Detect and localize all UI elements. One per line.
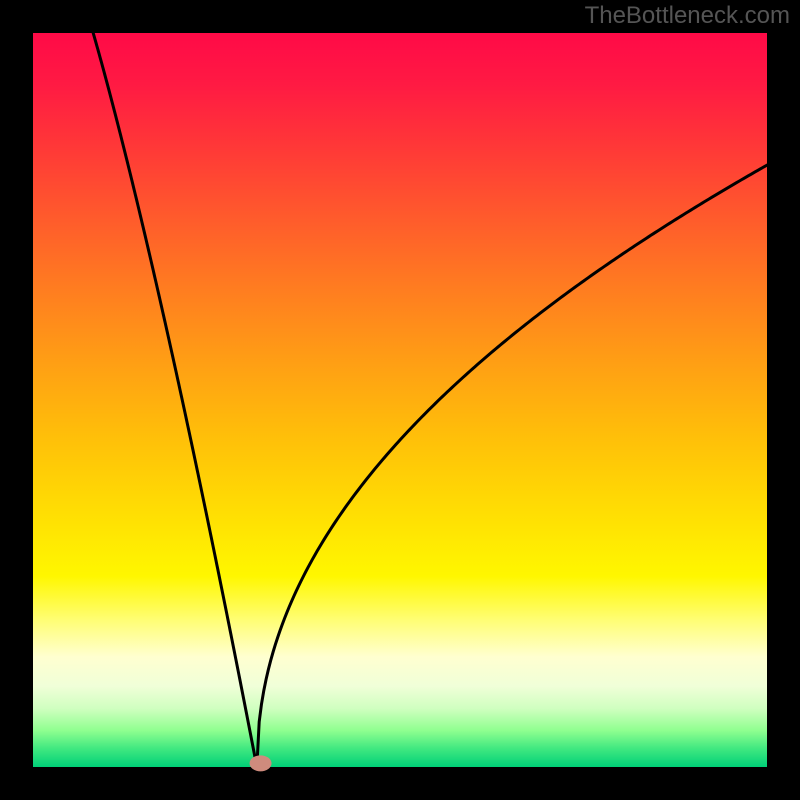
plot-background xyxy=(33,33,767,767)
optimal-point-marker xyxy=(250,755,272,771)
chart-container: TheBottleneck.com xyxy=(0,0,800,800)
watermark-text: TheBottleneck.com xyxy=(585,2,790,30)
chart-svg xyxy=(0,0,800,800)
